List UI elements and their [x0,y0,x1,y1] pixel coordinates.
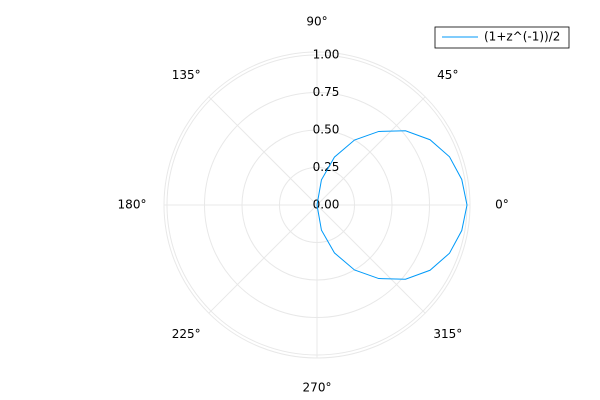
legend-box [434,26,570,49]
theta-tick-label: 315° [433,327,462,341]
theta-tick-label: 180° [118,198,147,212]
grid-spoke [316,204,426,314]
series-line [316,130,468,280]
r-tick-label: 0.25 [313,160,340,174]
r-tick-label: 0.75 [313,85,340,99]
theta-tick-label: 90° [306,15,327,29]
theta-tick-label: 225° [172,327,201,341]
legend-label: (1+z^(-1))/2 [484,30,560,44]
grid-spoke [316,96,426,206]
grid-spoke [208,96,318,206]
theta-tick-label: 45° [437,68,458,82]
theta-tick-label: 270° [303,381,332,395]
grid-spoke [208,204,318,314]
r-tick-label: 0.50 [313,123,340,137]
r-tick-label: 0.00 [313,198,340,212]
theta-tick-label: 135° [172,68,201,82]
theta-tick-label: 0° [495,198,509,212]
r-tick-label: 1.00 [313,48,340,62]
